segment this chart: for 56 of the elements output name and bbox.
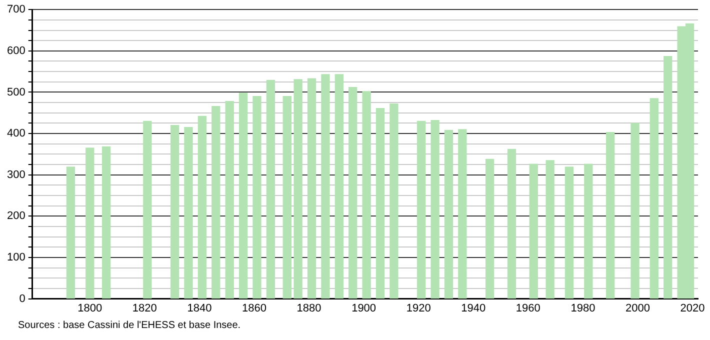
- y-tick-label: 500: [6, 86, 26, 98]
- bar: [417, 120, 426, 299]
- bar: [170, 124, 180, 299]
- bar: [529, 164, 538, 299]
- y-tick-label: 100: [6, 252, 26, 264]
- bar: [390, 103, 398, 299]
- bar: [321, 74, 330, 299]
- x-tick-label: 2000: [625, 302, 650, 314]
- x-tick-label: 1900: [352, 302, 376, 314]
- bar: [307, 78, 316, 299]
- x-tick-label: 1960: [516, 302, 540, 314]
- x-tick-label: 1980: [570, 302, 596, 314]
- bar: [184, 127, 193, 299]
- bar: [66, 166, 76, 299]
- y-tick-label: 400: [6, 128, 26, 140]
- y-tick-label: 200: [6, 210, 26, 222]
- bar: [458, 129, 467, 299]
- y-tick-label: 600: [6, 44, 26, 57]
- bar: [225, 100, 234, 299]
- bar: [564, 166, 574, 299]
- bar: [252, 96, 262, 299]
- bar: [444, 130, 454, 299]
- bar: [212, 106, 220, 299]
- x-tick-label: 1940: [461, 302, 486, 314]
- x-tick-label: 1920: [406, 302, 431, 314]
- bar: [282, 96, 292, 299]
- bar: [584, 164, 593, 299]
- x-tick-label: 1800: [78, 302, 102, 314]
- y-tick-label: 0: [19, 292, 26, 305]
- y-tick-label: 700: [6, 4, 26, 16]
- source-note: Sources : base Cassini de l'EHESS et base Insee.: [18, 320, 241, 331]
- bar: [294, 79, 302, 299]
- x-tick-label: 2020: [680, 302, 705, 314]
- bar: [362, 91, 371, 299]
- x-tick-label: 1880: [296, 302, 322, 314]
- bar: [238, 92, 248, 299]
- bar: [86, 148, 94, 299]
- bar: [143, 120, 152, 299]
- bar: [198, 116, 207, 299]
- x-tick-label: 1820: [132, 302, 157, 314]
- bar: [266, 80, 275, 299]
- bar: [102, 146, 111, 299]
- bar: [507, 148, 516, 299]
- bar: [376, 108, 385, 299]
- bar: [630, 122, 640, 299]
- x-tick-label: 1860: [242, 302, 266, 314]
- x-tick-label: 1840: [187, 302, 212, 314]
- bar: [606, 132, 615, 299]
- bar: [485, 158, 494, 299]
- bar: [430, 120, 440, 299]
- bar: [546, 160, 554, 299]
- bar: [348, 86, 358, 299]
- bar: [664, 56, 672, 299]
- bar: [650, 98, 658, 299]
- bar: [334, 74, 344, 299]
- y-tick-label: 300: [6, 168, 26, 181]
